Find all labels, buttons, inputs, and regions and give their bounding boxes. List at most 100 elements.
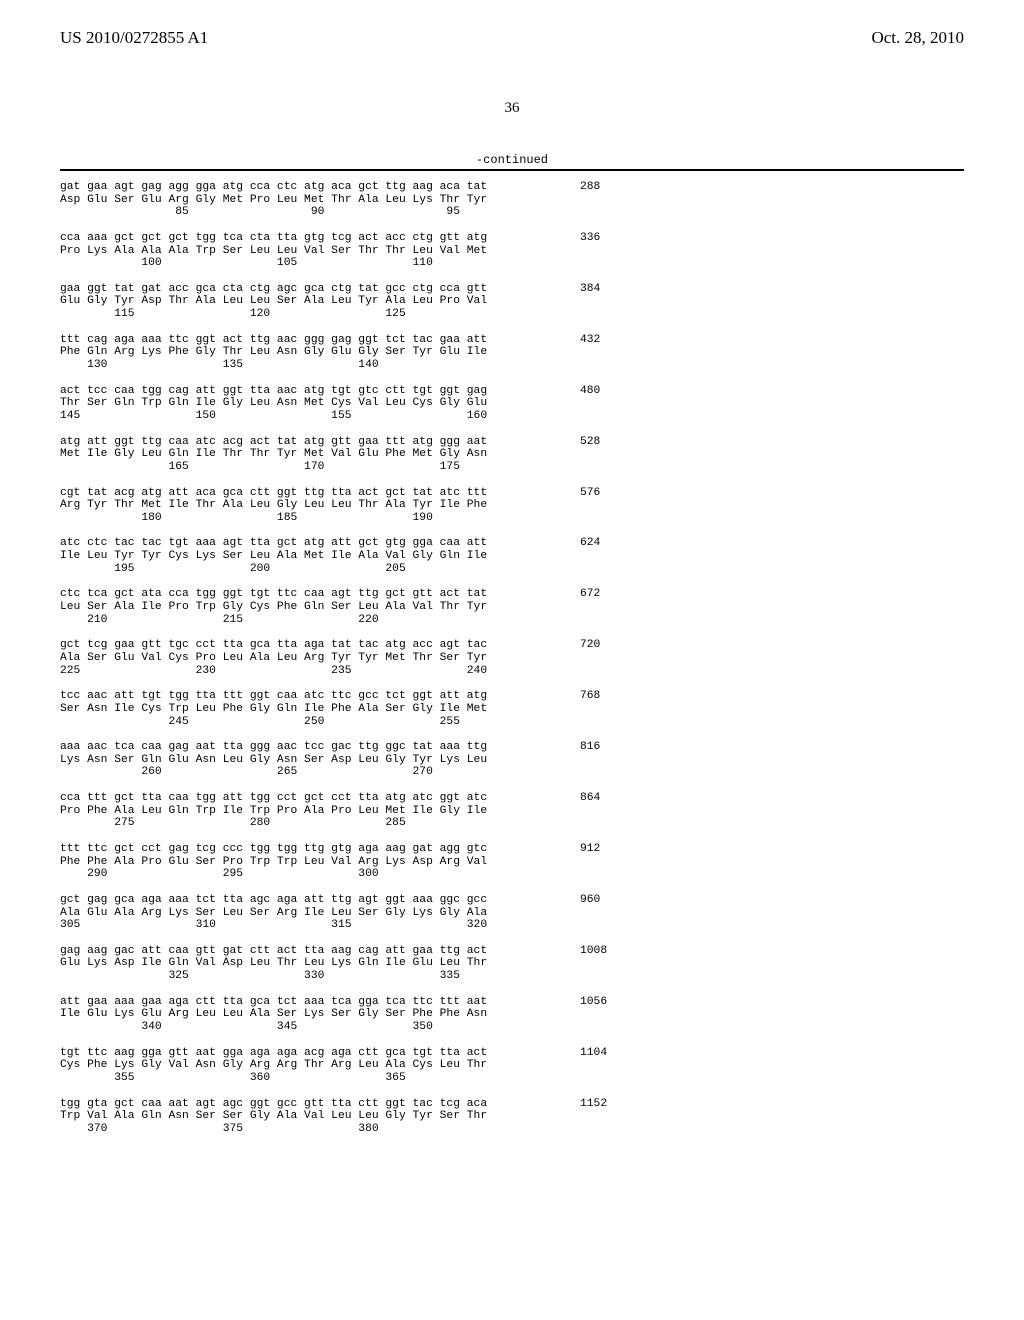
codon-line: cca ttt gct tta caa tgg att tgg cct gct …: [60, 792, 964, 805]
residue-numbers: 195 200 205: [60, 563, 964, 576]
residue-numbers: 305 310 315 320: [60, 919, 964, 932]
codon-line: atc ctc tac tac tgt aaa agt tta gct atg …: [60, 537, 964, 550]
codon-line: gag aag gac att caa gtt gat ctt act tta …: [60, 945, 964, 958]
amino-acid-line: Phe Gln Arg Lys Phe Gly Thr Leu Asn Gly …: [60, 346, 964, 359]
residue-numbers: 370 375 380: [60, 1123, 964, 1136]
sequence-block: 768tcc aac att tgt tgg tta ttt ggt caa a…: [60, 690, 964, 728]
codon-line: ttt ttc gct cct gag tcg ccc tgg tgg ttg …: [60, 843, 964, 856]
codon-line: tgt ttc aag gga gtt aat gga aga aga acg …: [60, 1047, 964, 1060]
nucleotide-position: 1152: [580, 1098, 607, 1111]
amino-acid-line: Pro Lys Ala Ala Ala Trp Ser Leu Leu Val …: [60, 245, 964, 258]
nucleotide-position: 480: [580, 385, 600, 398]
residue-numbers: 100 105 110: [60, 257, 964, 270]
sequence-block: 864cca ttt gct tta caa tgg att tgg cct g…: [60, 792, 964, 830]
amino-acid-line: Glu Gly Tyr Asp Thr Ala Leu Leu Ser Ala …: [60, 295, 964, 308]
residue-numbers: 210 215 220: [60, 614, 964, 627]
amino-acid-line: Ala Ser Glu Val Cys Pro Leu Ala Leu Arg …: [60, 652, 964, 665]
amino-acid-line: Phe Phe Ala Pro Glu Ser Pro Trp Trp Leu …: [60, 856, 964, 869]
codon-line: att gaa aaa gaa aga ctt tta gca tct aaa …: [60, 996, 964, 1009]
sequence-block: 720gct tcg gaa gtt tgc cct tta gca tta a…: [60, 639, 964, 677]
amino-acid-line: Lys Asn Ser Gln Glu Asn Leu Gly Asn Ser …: [60, 754, 964, 767]
nucleotide-position: 864: [580, 792, 600, 805]
residue-numbers: 245 250 255: [60, 716, 964, 729]
amino-acid-line: Ile Glu Lys Glu Arg Leu Leu Ala Ser Lys …: [60, 1008, 964, 1021]
codon-line: gct tcg gaa gtt tgc cct tta gca tta aga …: [60, 639, 964, 652]
sequence-block: 960gct gag gca aga aaa tct tta agc aga a…: [60, 894, 964, 932]
nucleotide-position: 1104: [580, 1047, 607, 1060]
amino-acid-line: Pro Phe Ala Leu Gln Trp Ile Trp Pro Ala …: [60, 805, 964, 818]
residue-numbers: 145 150 155 160: [60, 410, 964, 423]
nucleotide-position: 528: [580, 436, 600, 449]
codon-line: tgg gta gct caa aat agt agc ggt gcc gtt …: [60, 1098, 964, 1111]
residue-numbers: 290 295 300: [60, 868, 964, 881]
sequence-listing: 288gat gaa agt gag agg gga atg cca ctc a…: [60, 181, 964, 1136]
amino-acid-line: Leu Ser Ala Ile Pro Trp Gly Cys Phe Gln …: [60, 601, 964, 614]
sequence-block: 576cgt tat acg atg att aca gca ctt ggt t…: [60, 487, 964, 525]
sequence-block: 1152tgg gta gct caa aat agt agc ggt gcc …: [60, 1098, 964, 1136]
publication-number: US 2010/0272855 A1: [60, 28, 208, 48]
codon-line: act tcc caa tgg cag att ggt tta aac atg …: [60, 385, 964, 398]
sequence-block: 528atg att ggt ttg caa atc acg act tat a…: [60, 436, 964, 474]
residue-numbers: 85 90 95: [60, 206, 964, 219]
sequence-block: 384gaa ggt tat gat acc gca cta ctg agc g…: [60, 283, 964, 321]
nucleotide-position: 624: [580, 537, 600, 550]
nucleotide-position: 384: [580, 283, 600, 296]
nucleotide-position: 720: [580, 639, 600, 652]
sequence-block: 672ctc tca gct ata cca tgg ggt tgt ttc c…: [60, 588, 964, 626]
residue-numbers: 225 230 235 240: [60, 665, 964, 678]
nucleotide-position: 768: [580, 690, 600, 703]
sequence-block: 1008gag aag gac att caa gtt gat ctt act …: [60, 945, 964, 983]
sequence-block: 480act tcc caa tgg cag att ggt tta aac a…: [60, 385, 964, 423]
residue-numbers: 275 280 285: [60, 817, 964, 830]
codon-line: ttt cag aga aaa ttc ggt act ttg aac ggg …: [60, 334, 964, 347]
amino-acid-line: Trp Val Ala Gln Asn Ser Ser Gly Ala Val …: [60, 1110, 964, 1123]
sequence-block: 912ttt ttc gct cct gag tcg ccc tgg tgg t…: [60, 843, 964, 881]
nucleotide-position: 672: [580, 588, 600, 601]
codon-line: tcc aac att tgt tgg tta ttt ggt caa atc …: [60, 690, 964, 703]
publication-date: Oct. 28, 2010: [871, 28, 964, 48]
residue-numbers: 130 135 140: [60, 359, 964, 372]
nucleotide-position: 336: [580, 232, 600, 245]
codon-line: gaa ggt tat gat acc gca cta ctg agc gca …: [60, 283, 964, 296]
nucleotide-position: 1008: [580, 945, 607, 958]
residue-numbers: 325 330 335: [60, 970, 964, 983]
amino-acid-line: Asp Glu Ser Glu Arg Gly Met Pro Leu Met …: [60, 194, 964, 207]
amino-acid-line: Cys Phe Lys Gly Val Asn Gly Arg Arg Thr …: [60, 1059, 964, 1072]
page-number: 36: [0, 100, 1024, 117]
amino-acid-line: Thr Ser Gln Trp Gln Ile Gly Leu Asn Met …: [60, 397, 964, 410]
horizontal-rule: [60, 169, 964, 171]
nucleotide-position: 912: [580, 843, 600, 856]
sequence-block: 336cca aaa gct gct gct tgg tca cta tta g…: [60, 232, 964, 270]
amino-acid-line: Met Ile Gly Leu Gln Ile Thr Thr Tyr Met …: [60, 448, 964, 461]
sequence-block: 432ttt cag aga aaa ttc ggt act ttg aac g…: [60, 334, 964, 372]
codon-line: atg att ggt ttg caa atc acg act tat atg …: [60, 436, 964, 449]
residue-numbers: 180 185 190: [60, 512, 964, 525]
sequence-block: 816aaa aac tca caa gag aat tta ggg aac t…: [60, 741, 964, 779]
codon-line: gat gaa agt gag agg gga atg cca ctc atg …: [60, 181, 964, 194]
amino-acid-line: Ile Leu Tyr Tyr Cys Lys Ser Leu Ala Met …: [60, 550, 964, 563]
codon-line: cgt tat acg atg att aca gca ctt ggt ttg …: [60, 487, 964, 500]
amino-acid-line: Arg Tyr Thr Met Ile Thr Ala Leu Gly Leu …: [60, 499, 964, 512]
codon-line: cca aaa gct gct gct tgg tca cta tta gtg …: [60, 232, 964, 245]
residue-numbers: 340 345 350: [60, 1021, 964, 1034]
residue-numbers: 165 170 175: [60, 461, 964, 474]
nucleotide-position: 960: [580, 894, 600, 907]
nucleotide-position: 576: [580, 487, 600, 500]
amino-acid-line: Glu Lys Asp Ile Gln Val Asp Leu Thr Leu …: [60, 957, 964, 970]
nucleotide-position: 1056: [580, 996, 607, 1009]
codon-line: ctc tca gct ata cca tgg ggt tgt ttc caa …: [60, 588, 964, 601]
sequence-block: 624atc ctc tac tac tgt aaa agt tta gct a…: [60, 537, 964, 575]
residue-numbers: 355 360 365: [60, 1072, 964, 1085]
amino-acid-line: Ser Asn Ile Cys Trp Leu Phe Gly Gln Ile …: [60, 703, 964, 716]
continued-label: -continued: [0, 153, 1024, 167]
nucleotide-position: 288: [580, 181, 600, 194]
page-header: US 2010/0272855 A1 Oct. 28, 2010: [0, 0, 1024, 56]
sequence-block: 1056att gaa aaa gaa aga ctt tta gca tct …: [60, 996, 964, 1034]
sequence-block: 288gat gaa agt gag agg gga atg cca ctc a…: [60, 181, 964, 219]
codon-line: gct gag gca aga aaa tct tta agc aga att …: [60, 894, 964, 907]
codon-line: aaa aac tca caa gag aat tta ggg aac tcc …: [60, 741, 964, 754]
sequence-block: 1104tgt ttc aag gga gtt aat gga aga aga …: [60, 1047, 964, 1085]
amino-acid-line: Ala Glu Ala Arg Lys Ser Leu Ser Arg Ile …: [60, 907, 964, 920]
residue-numbers: 115 120 125: [60, 308, 964, 321]
nucleotide-position: 432: [580, 334, 600, 347]
